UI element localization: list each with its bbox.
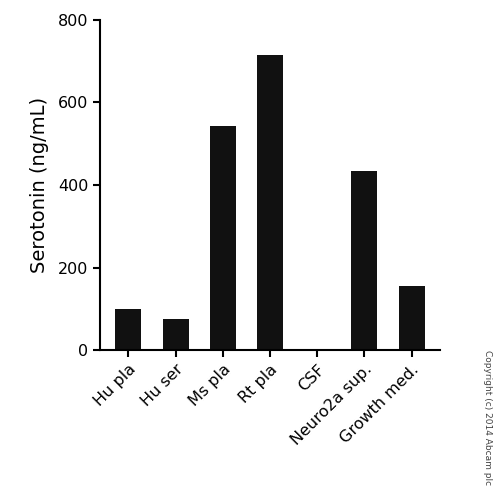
Bar bbox=[116, 308, 141, 350]
Bar bbox=[210, 126, 236, 350]
Bar bbox=[352, 170, 378, 350]
Bar bbox=[257, 55, 283, 350]
Bar bbox=[162, 319, 188, 350]
Text: Copyright (c) 2014 Abcam plc: Copyright (c) 2014 Abcam plc bbox=[483, 350, 492, 485]
Bar bbox=[398, 286, 424, 350]
Y-axis label: Serotonin (ng/mL): Serotonin (ng/mL) bbox=[30, 97, 50, 273]
